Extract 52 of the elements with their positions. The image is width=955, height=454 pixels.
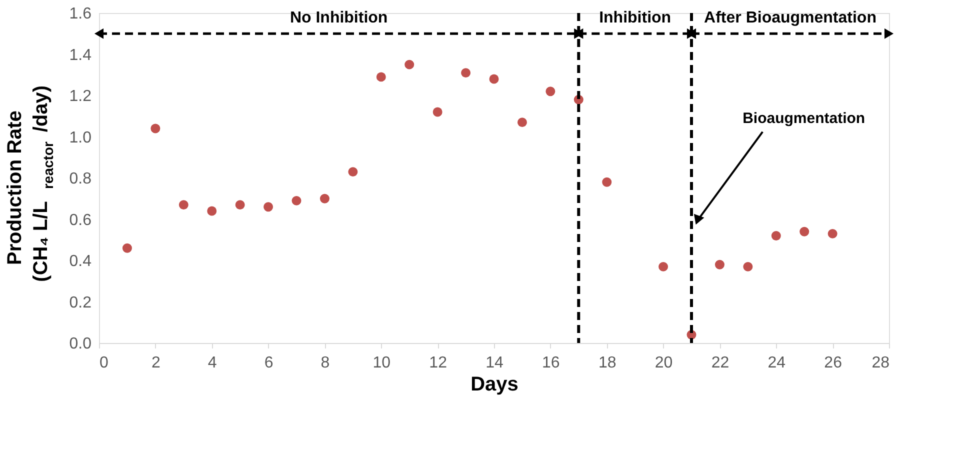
point (122, 243, 132, 253)
annotation: Bioaugmentation (742, 110, 866, 127)
y-tick-label: 0.8 (69, 170, 92, 188)
y-tick-label: 1.6 (69, 6, 92, 22)
point (235, 200, 245, 210)
point (800, 226, 810, 236)
x-tick-label: 16 (542, 354, 560, 372)
x-tick-label: 14 (486, 354, 504, 372)
point (404, 60, 414, 70)
point (714, 260, 724, 270)
point (348, 167, 358, 177)
point (771, 231, 781, 240)
x-tick-label: 12 (429, 354, 448, 372)
x-tick-label: 22 (711, 354, 730, 372)
x-tick-label: 26 (824, 354, 842, 372)
annotation: After Bioaugmentation (704, 10, 876, 27)
y-tick-label: 1.0 (69, 129, 92, 146)
point (376, 72, 386, 82)
point (828, 228, 838, 238)
annotation: Inhibition (599, 10, 672, 27)
point (207, 206, 217, 216)
point (264, 202, 274, 212)
x-tick-label: 6 (264, 354, 274, 372)
y-tick-label: 1.4 (69, 46, 92, 64)
point (432, 107, 442, 117)
y-tick-label: 0.2 (69, 294, 92, 312)
x-tick-label: 28 (872, 354, 890, 372)
x-tick-label: 20 (654, 354, 673, 372)
x-tick-label: 10 (372, 354, 391, 372)
x-tick-label: 0 (100, 354, 108, 372)
y-tick-label: 1.2 (69, 88, 92, 105)
y-tick-label: 0.4 (69, 253, 92, 270)
x-tick-label: 24 (768, 354, 786, 372)
point (658, 262, 668, 272)
point (546, 86, 556, 96)
x-tick-label: 4 (208, 354, 217, 372)
point (292, 196, 302, 206)
point (320, 194, 330, 204)
annotation: No Inhibition (290, 10, 388, 27)
point (602, 177, 612, 187)
y-tick-label: 0.0 (69, 336, 92, 352)
y-tick-label: 0.6 (69, 212, 92, 229)
point (489, 74, 499, 84)
point (743, 262, 753, 272)
point (178, 200, 188, 210)
point (461, 68, 471, 78)
point (150, 124, 160, 134)
x-tick-label: 2 (151, 354, 160, 372)
x-tick-label: 18 (598, 354, 616, 372)
point (517, 118, 527, 128)
x-tick-label: 8 (320, 354, 330, 372)
x-axis-title: Days (470, 374, 518, 396)
